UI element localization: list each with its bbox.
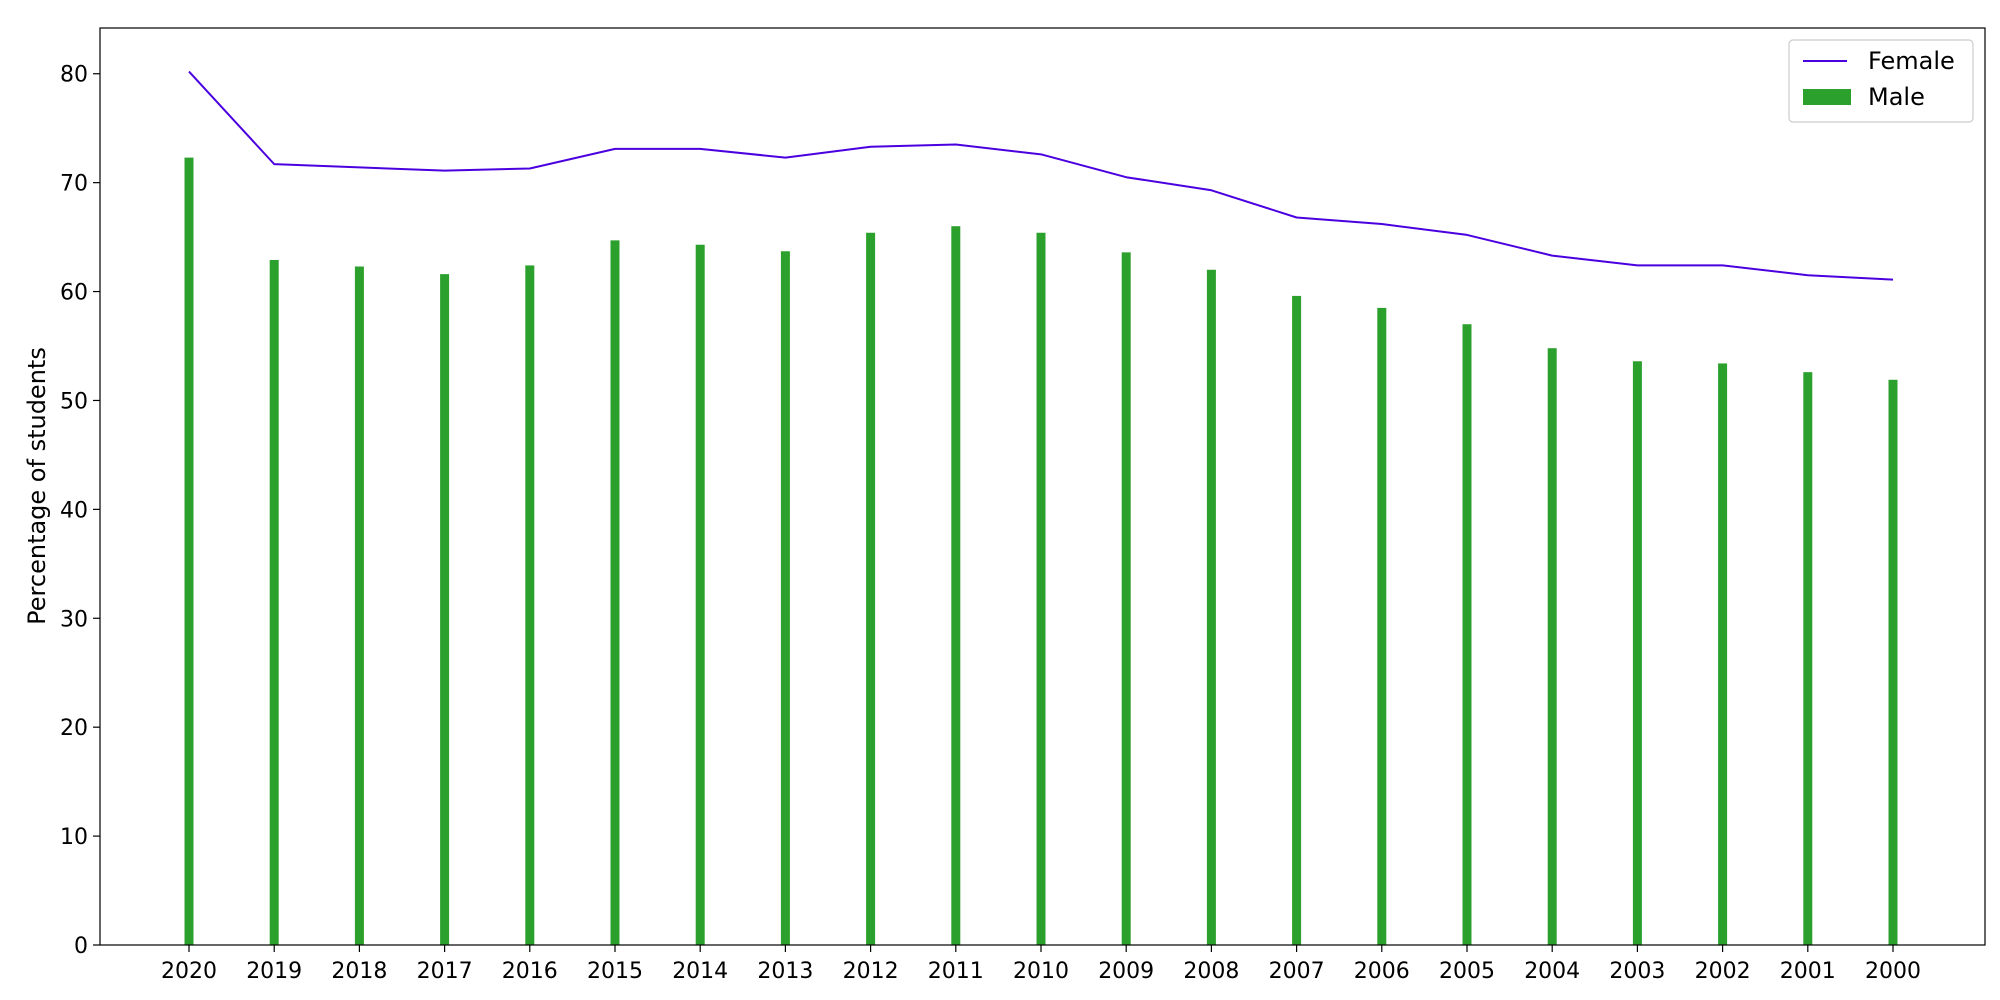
male-bar-2006	[1377, 307, 1387, 945]
x-tick-label-2001: 2001	[1780, 959, 1836, 984]
y-tick-label-30: 30	[60, 607, 88, 632]
y-tick-label-70: 70	[60, 172, 88, 197]
y-tick-label-60: 60	[60, 281, 88, 306]
legend-male-label: Male	[1868, 83, 1925, 111]
male-bar-2016	[525, 265, 535, 945]
x-tick-label-2004: 2004	[1524, 959, 1580, 984]
y-tick-label-10: 10	[60, 825, 88, 850]
x-tick-label-2015: 2015	[587, 959, 643, 984]
x-tick-label-2009: 2009	[1098, 959, 1154, 984]
male-bar-2014	[695, 244, 705, 946]
y-tick-label-50: 50	[60, 389, 88, 414]
y-tick-label-40: 40	[60, 498, 88, 523]
axes: 2020 2019 2018 2017 2016 2015 2014 2013 2012 2011…	[60, 63, 1921, 984]
x-tick-label-2000: 2000	[1865, 959, 1921, 984]
male-bar-2020	[184, 157, 194, 946]
male-bar-2011	[951, 226, 961, 945]
male-bar-2007	[1292, 295, 1302, 945]
x-tick-label-2006: 2006	[1354, 959, 1410, 984]
y-tick-label-80: 80	[60, 63, 88, 88]
x-tick-label-2020: 2020	[161, 959, 217, 984]
male-bar-2004	[1547, 348, 1557, 945]
legend-female-label: Female	[1868, 47, 1955, 75]
male-bar-2002	[1718, 363, 1728, 945]
male-bar-2019	[269, 259, 279, 946]
male-bar-2008	[1206, 269, 1216, 945]
plot-area	[184, 70, 1898, 946]
x-tick-label-2007: 2007	[1269, 959, 1325, 984]
legend: Female Male	[1788, 39, 1974, 123]
male-bar-2010	[1036, 232, 1046, 945]
x-tick-label-2012: 2012	[843, 959, 899, 984]
x-tick-label-2003: 2003	[1609, 959, 1665, 984]
x-tick-label-2019: 2019	[246, 959, 302, 984]
male-bar-2015	[610, 240, 620, 945]
male-bar-2000	[1888, 379, 1898, 945]
x-tick-label-2018: 2018	[331, 959, 387, 984]
male-bar-2013	[780, 251, 790, 945]
x-tick-label-2005: 2005	[1439, 959, 1495, 984]
male-bar-2003	[1632, 361, 1642, 945]
axes-frame	[99, 27, 1986, 946]
x-tick-label-2002: 2002	[1695, 959, 1751, 984]
female-line	[188, 70, 1894, 281]
x-tick-label-2011: 2011	[928, 959, 984, 984]
x-tick-label-2008: 2008	[1183, 959, 1239, 984]
male-bar-2018	[354, 266, 364, 945]
x-tick-label-2017: 2017	[417, 959, 473, 984]
y-axis-label: Percentage of students	[23, 347, 51, 625]
x-tick-label-2014: 2014	[672, 959, 728, 984]
x-tick-label-2016: 2016	[502, 959, 558, 984]
male-bar-2017	[440, 274, 450, 945]
male-bar-2012	[866, 232, 876, 945]
legend-male-swatch	[1803, 89, 1851, 105]
x-tick-label-2010: 2010	[1013, 959, 1069, 984]
male-bar-2001	[1803, 372, 1813, 945]
y-tick-label-20: 20	[60, 716, 88, 741]
male-bar-2009	[1121, 252, 1131, 946]
male-bar-2005	[1462, 324, 1472, 946]
y-tick-label-0: 0	[74, 934, 88, 959]
x-tick-label-2013: 2013	[757, 959, 813, 984]
